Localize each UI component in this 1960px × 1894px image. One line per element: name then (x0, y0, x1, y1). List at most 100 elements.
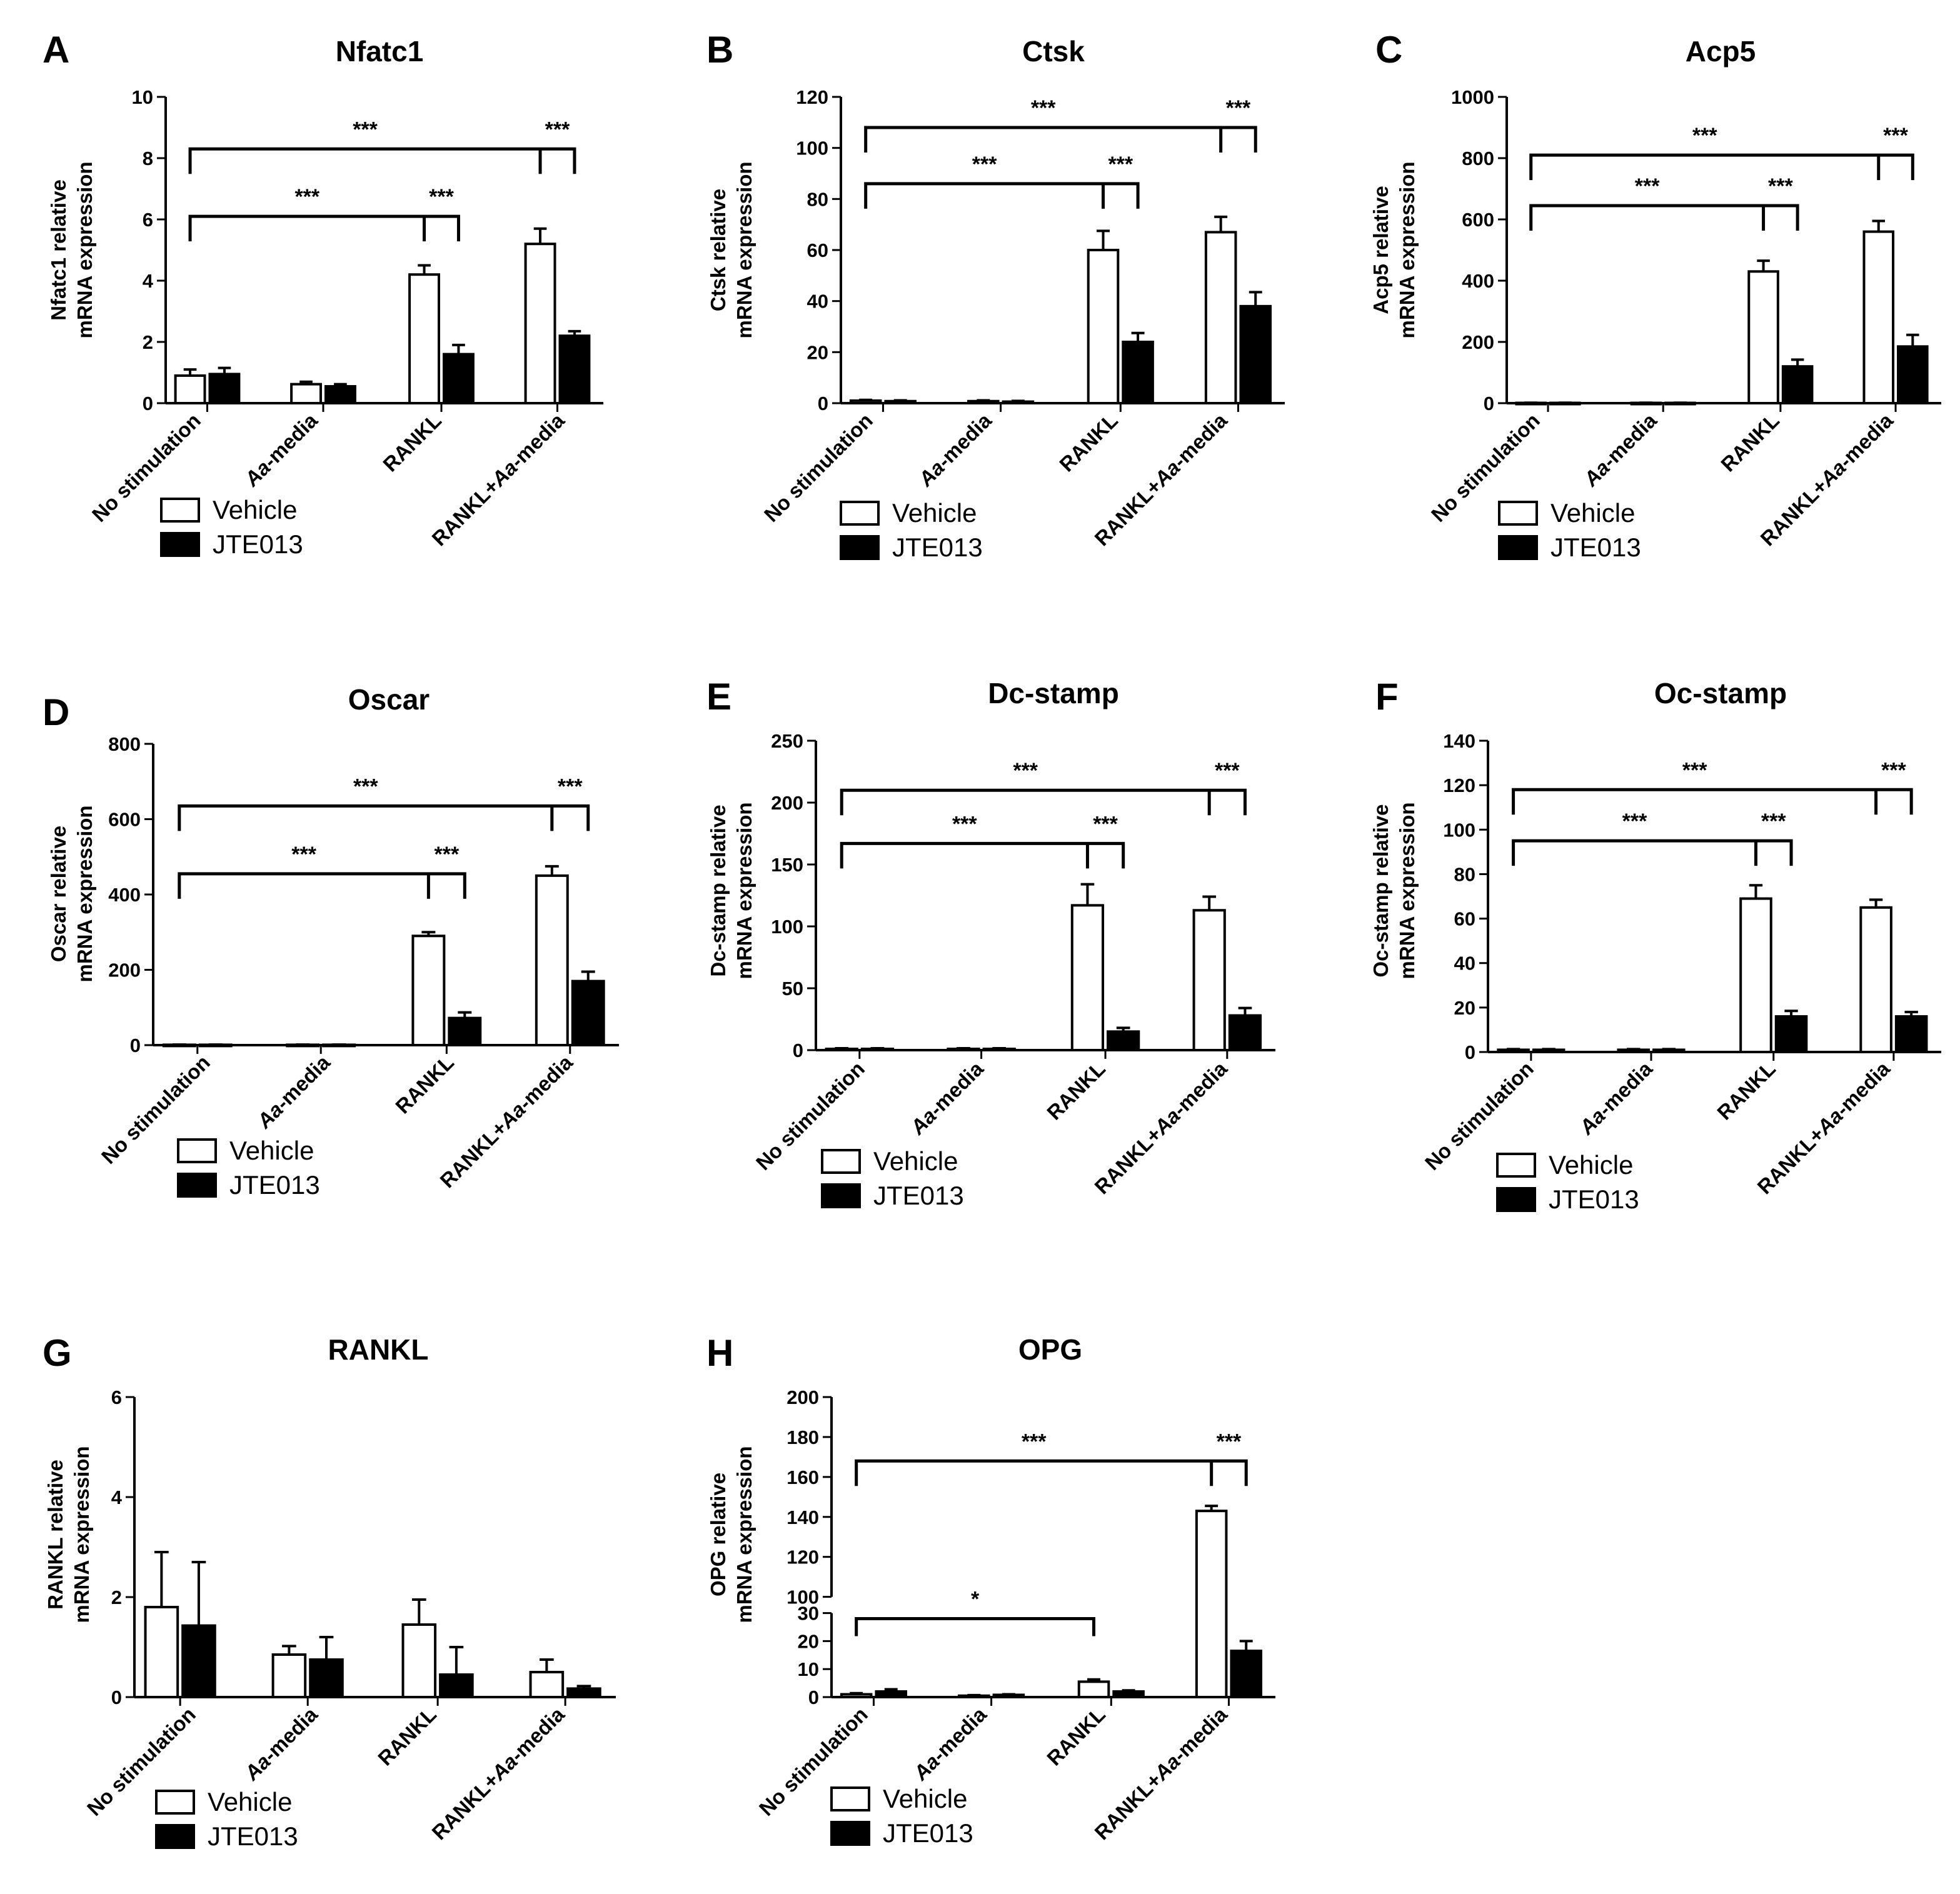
legend-swatch-jte013 (160, 532, 200, 557)
bar-jte013 (1239, 304, 1272, 405)
y-tick-label: 100 (787, 1586, 819, 1608)
bar-vehicle (1192, 909, 1226, 1052)
significance-bracket (178, 872, 466, 899)
y-axis-label: RANKL relative mRNA expression (44, 1446, 93, 1623)
legend-label: JTE013 (229, 1170, 320, 1200)
y-tick-label: 100 (771, 916, 803, 938)
y-tick-label: 10 (132, 86, 153, 108)
y-axis-label: Dc-stamp relative mRNA expression (706, 802, 756, 979)
bar-vehicle (1204, 231, 1237, 404)
bar-jte013 (443, 353, 475, 404)
panel-C: C Acp5 0 200 400 600 800 1000 Acp5 relative mRNA … (1369, 29, 1941, 562)
panel-title: Nfatc1 (336, 35, 424, 68)
legend-swatch-jte013 (177, 1173, 217, 1198)
bar-jte013 (558, 334, 591, 405)
significance-label: *** (1013, 759, 1038, 783)
y-tick-label: 200 (771, 792, 803, 814)
y-tick-label: 0 (808, 1686, 819, 1708)
bar-jte013 (571, 980, 605, 1046)
legend-label: Vehicle (1550, 498, 1635, 528)
y-tick-label: 400 (108, 884, 141, 906)
significance-bracket (188, 214, 460, 242)
panel-A: A Nfatc1 0 2 4 6 8 10 Nfatc1 relative mRNA expres… (43, 29, 603, 559)
bar-jte013 (448, 1016, 482, 1046)
bar-vehicle (144, 1606, 179, 1698)
legend-swatch-vehicle (177, 1138, 217, 1163)
x-category-label: Aa-media (1574, 1056, 1657, 1139)
y-axis-label: Oscar relative mRNA expression (47, 805, 96, 982)
legend-swatch-vehicle (830, 1786, 870, 1811)
significance-bracket (840, 841, 1125, 869)
significance-label: *** (1692, 124, 1717, 148)
panel-title: Oc-stamp (1654, 677, 1787, 709)
y-tick-label: 8 (143, 148, 153, 169)
legend-label: JTE013 (208, 1821, 298, 1851)
x-category-label: RANKL (1712, 1057, 1780, 1125)
bar-vehicle (529, 1671, 565, 1698)
bar-jte013 (324, 385, 356, 404)
legend-swatch-vehicle (821, 1149, 861, 1174)
legend-label: JTE013 (1549, 1185, 1639, 1214)
legend-swatch-jte013 (821, 1183, 861, 1208)
y-tick-label: 80 (1454, 863, 1475, 885)
x-category-label: Aa-media (252, 1050, 334, 1133)
significance-label: *** (1635, 174, 1660, 198)
bar-jte013 (566, 1687, 601, 1698)
significance-label: *** (434, 843, 459, 866)
bar-vehicle (411, 934, 446, 1047)
significance-label: *** (353, 118, 378, 141)
legend-label: Vehicle (1549, 1150, 1633, 1180)
x-category-label: RANKL+Aa-media (435, 1050, 577, 1192)
significance-bracket (855, 1459, 1248, 1486)
y-tick-label: 120 (787, 1546, 819, 1568)
significance-label: *** (353, 774, 378, 798)
bar-vehicle (524, 243, 556, 405)
panel-E: E Dc-stamp 0 50 100 150 200 250 Dc-stamp relativ… (706, 676, 1275, 1210)
y-tick-label: 0 (818, 393, 828, 414)
panel-letter: D (43, 691, 69, 733)
significance-label: *** (558, 774, 583, 798)
panel-letter: H (706, 1332, 733, 1374)
y-tick-label: 30 (798, 1603, 819, 1625)
y-tick-label: 800 (108, 733, 141, 755)
y-tick-label: 160 (787, 1466, 819, 1488)
bar-jte013 (208, 373, 241, 405)
significance-bracket (178, 804, 590, 831)
y-tick-label: 140 (1443, 730, 1475, 752)
significance-bracket (840, 788, 1247, 816)
panel-D: D Oscar 0 200 400 600 800 Oscar relative mRNA ex… (43, 683, 619, 1200)
y-tick-label: 80 (807, 188, 828, 210)
significance-label: *** (1622, 809, 1647, 833)
y-tick-label: 600 (108, 809, 141, 831)
legend-label: Vehicle (873, 1146, 958, 1176)
x-category-label: RANKL (373, 1703, 441, 1770)
y-tick-label: 60 (807, 239, 828, 261)
significance-label: *** (1883, 124, 1908, 148)
panel-letter: E (706, 676, 731, 718)
y-tick-label: 20 (798, 1630, 819, 1652)
panel-letter: B (706, 29, 733, 71)
y-axis-label: Ctsk relative mRNA expression (706, 161, 756, 338)
y-tick-label: 2 (111, 1586, 122, 1608)
panel-title: Acp5 (1686, 35, 1756, 68)
x-category-label: RANKL (1042, 1703, 1110, 1770)
bar-jte013 (1774, 1015, 1808, 1053)
y-tick-label: 0 (1484, 393, 1494, 414)
y-tick-label: 200 (787, 1386, 819, 1408)
bar-vehicle (271, 1653, 307, 1698)
bar-jte013 (875, 1690, 908, 1699)
y-axis-label: Acp5 relative mRNA expression (1369, 161, 1419, 338)
significance-bracket (1512, 788, 1913, 815)
bar-jte013 (1228, 1014, 1262, 1052)
panel-letter: C (1375, 29, 1402, 71)
legend-label: JTE013 (1550, 533, 1641, 562)
significance-label: *** (429, 185, 454, 209)
significance-bracket (1529, 204, 1799, 231)
panel-title: Dc-stamp (988, 677, 1119, 709)
panel-title: Oscar (348, 683, 430, 716)
y-tick-label: 20 (1454, 997, 1475, 1019)
legend-swatch-vehicle (840, 501, 880, 526)
significance-label: *** (952, 812, 977, 836)
y-tick-label: 180 (787, 1426, 819, 1448)
